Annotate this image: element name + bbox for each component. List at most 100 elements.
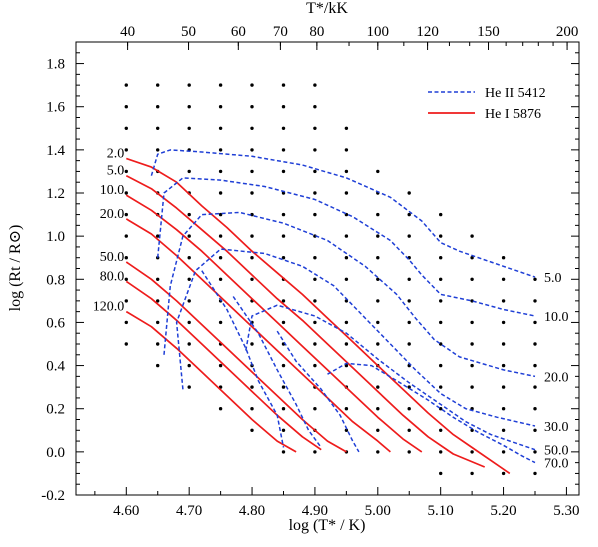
- he-i-contour: [125, 194, 423, 453]
- model-dot: [407, 450, 411, 454]
- model-dot: [218, 277, 223, 281]
- model-dot: [250, 83, 254, 87]
- y-tick-label: 1.8: [46, 57, 65, 73]
- model-dot: [501, 277, 506, 281]
- y-tick-label: 1.2: [46, 186, 65, 202]
- model-dot: [533, 471, 537, 476]
- model-dot: [187, 342, 191, 346]
- curve-label: 50.0: [100, 250, 125, 265]
- top-tick-label: 80: [309, 24, 324, 40]
- model-dot: [439, 450, 443, 454]
- model-dot: [281, 320, 286, 325]
- model-dot: [187, 234, 191, 238]
- y-tick-label: 1.0: [46, 229, 65, 245]
- model-dot: [218, 234, 223, 238]
- top-axis-title: T*/kK: [306, 0, 348, 17]
- curves: [125, 149, 536, 475]
- y-tick-label: 1.6: [46, 100, 65, 116]
- model-dot: [344, 234, 349, 238]
- curve-label: 5.0: [107, 164, 125, 179]
- model-dot: [470, 428, 474, 432]
- model-dot: [281, 385, 286, 389]
- model-dot: [313, 148, 317, 152]
- model-dot: [439, 320, 443, 325]
- y-tick-label: 0.2: [46, 402, 65, 418]
- model-dot: [407, 212, 411, 217]
- model-dot: [376, 407, 380, 411]
- x-tick-label: 5.10: [428, 503, 454, 519]
- model-dot: [344, 191, 349, 195]
- model-dot: [376, 277, 380, 281]
- model-dot: [407, 320, 411, 325]
- curve-label: 30.0: [544, 420, 569, 435]
- model-dot: [439, 256, 443, 260]
- model-dot: [470, 450, 474, 454]
- model-dot: [313, 299, 317, 303]
- model-dot: [313, 342, 317, 346]
- x-tick-label: 5.00: [365, 503, 391, 519]
- model-dot: [281, 234, 286, 238]
- x-tick-label: 5.20: [490, 503, 516, 519]
- model-dot: [250, 428, 254, 432]
- model-dot: [218, 320, 223, 325]
- model-dot: [533, 320, 537, 325]
- model-dot: [187, 212, 191, 217]
- he-i-contour: [125, 310, 297, 453]
- model-dot: [533, 342, 537, 346]
- model-dot: [501, 428, 506, 432]
- model-dot: [501, 320, 506, 325]
- legend: He II 5412 He I 5876: [428, 86, 546, 122]
- y-tick-label: 0.8: [46, 272, 65, 288]
- model-dot: [281, 299, 286, 303]
- axes: 4.60 4.70 4.80 4.90 5.00 5.10 5.20 5.30 -0.2 0.0 0…: [41, 24, 579, 519]
- model-dot: [187, 320, 191, 325]
- y-tick-label: 0.4: [46, 359, 65, 375]
- model-dot: [281, 148, 286, 152]
- x-tick-label: 5.30: [553, 503, 579, 519]
- model-dot: [344, 126, 349, 130]
- y-tick-label: 0.0: [46, 445, 65, 461]
- model-dot: [250, 256, 254, 260]
- top-tick-label: 40: [120, 24, 135, 40]
- x-tick-label: 4.60: [113, 503, 139, 519]
- model-grid: [124, 83, 537, 476]
- model-dot: [313, 256, 317, 260]
- model-dot: [533, 407, 537, 411]
- model-dot: [218, 256, 223, 260]
- model-dot: [156, 320, 160, 325]
- model-dot: [313, 169, 317, 174]
- model-dot: [407, 277, 411, 281]
- top-tick-label: 50: [181, 24, 196, 40]
- curve-label: 80.0: [100, 269, 125, 284]
- model-dot: [124, 148, 128, 152]
- model-dot: [533, 363, 537, 368]
- model-dot: [376, 212, 380, 217]
- model-dot: [313, 450, 317, 454]
- model-dot: [533, 385, 537, 389]
- model-dot: [218, 105, 223, 109]
- legend-label-he-i: He I 5876: [485, 107, 541, 122]
- model-dot: [470, 385, 474, 389]
- model-dot: [250, 148, 254, 152]
- model-dot: [470, 234, 474, 238]
- model-dot: [313, 126, 317, 130]
- model-dot: [250, 126, 254, 130]
- he-i-contour: [125, 218, 391, 453]
- curve-label: 10.0: [100, 183, 125, 198]
- model-dot: [470, 342, 474, 346]
- model-dot: [439, 385, 443, 389]
- model-dot: [250, 277, 254, 281]
- curve-label: 20.0: [100, 207, 125, 222]
- model-dot: [470, 471, 474, 476]
- model-dot: [124, 299, 128, 303]
- he-ii-contour: [156, 177, 536, 317]
- model-dot: [439, 428, 443, 432]
- model-dot: [407, 385, 411, 389]
- model-dot: [156, 277, 160, 281]
- model-dot: [344, 320, 349, 325]
- model-dot: [344, 342, 349, 346]
- top-tick-label: 60: [231, 24, 246, 40]
- top-tick-label: 100: [367, 24, 390, 40]
- model-dot: [313, 407, 317, 411]
- model-dot: [281, 83, 286, 87]
